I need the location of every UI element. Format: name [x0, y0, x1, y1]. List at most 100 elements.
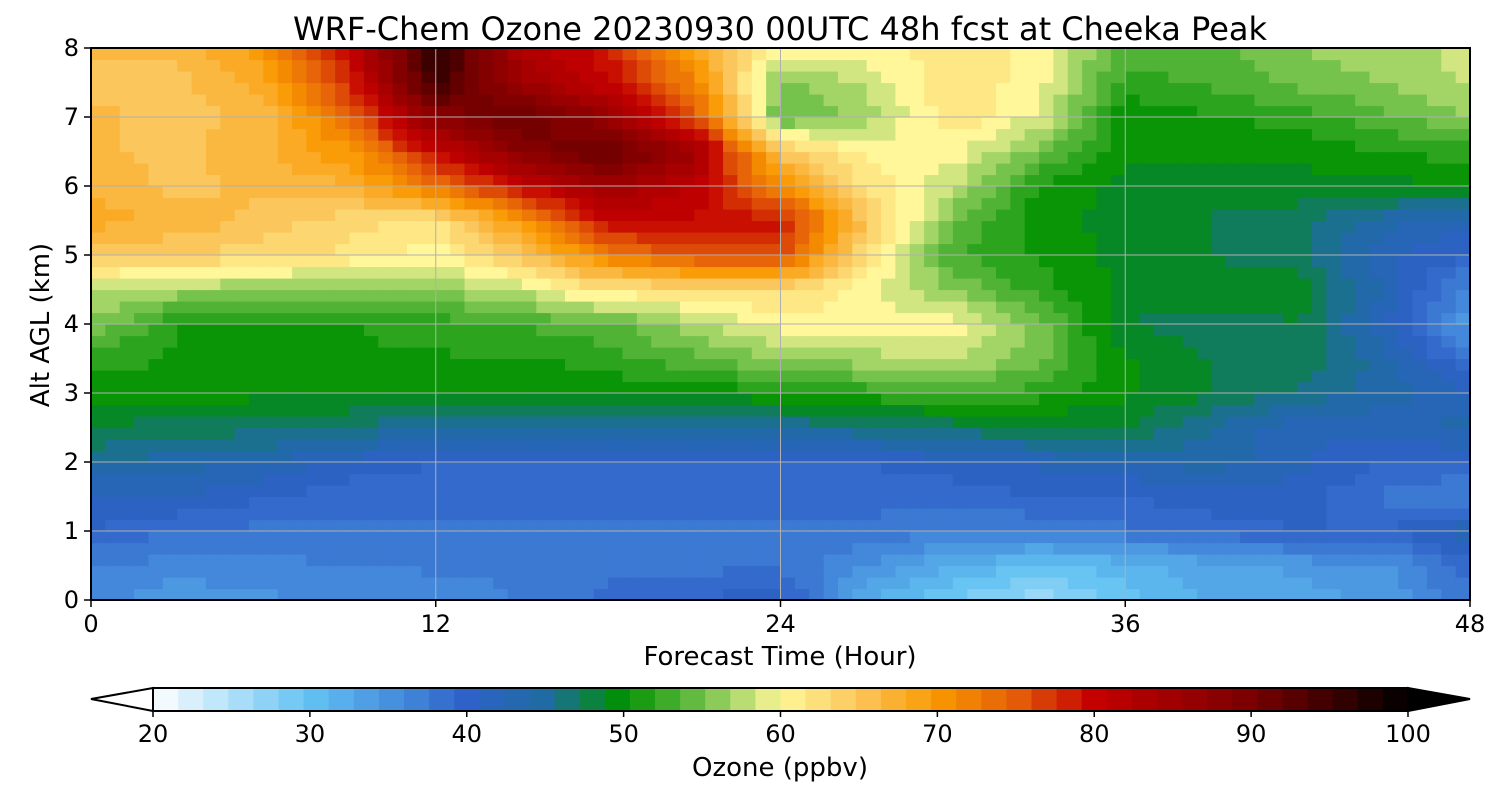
ozone-cell: [1268, 577, 1284, 590]
ozone-cell: [924, 496, 940, 509]
ozone-cell: [105, 427, 121, 440]
ozone-cell: [924, 335, 940, 348]
ozone-cell: [320, 358, 336, 371]
ozone-cell: [134, 519, 150, 532]
ozone-cell: [1268, 588, 1284, 601]
ozone-cell: [91, 163, 106, 176]
ozone-cell: [91, 59, 106, 72]
ozone-cell: [407, 519, 422, 532]
ozone-cell: [435, 220, 451, 233]
ozone-cell: [1412, 370, 1428, 383]
ozone-cell: [1067, 232, 1083, 245]
ozone-cell: [1010, 220, 1026, 233]
ozone-cell: [1412, 301, 1428, 314]
ozone-cell: [478, 554, 494, 567]
ozone-cell: [837, 232, 853, 245]
ozone-cell: [794, 439, 810, 452]
ozone-cell: [952, 370, 968, 383]
ozone-cell: [1455, 48, 1471, 61]
ozone-cell: [766, 128, 782, 141]
ozone-cell: [1125, 577, 1141, 590]
ozone-cell: [464, 94, 480, 107]
ozone-cell: [1383, 289, 1399, 302]
ozone-cell: [1125, 427, 1141, 440]
ozone-cell: [392, 232, 408, 245]
ozone-cell: [205, 542, 221, 555]
ozone-cell: [493, 289, 509, 302]
ozone-cell: [895, 427, 911, 440]
ozone-cell: [823, 140, 839, 153]
ozone-cell: [349, 393, 365, 406]
ozone-cell: [708, 163, 724, 176]
ozone-cell: [1168, 347, 1184, 360]
ozone-cell: [162, 163, 178, 176]
ozone-cell: [1283, 117, 1299, 130]
ozone-cell: [852, 450, 868, 463]
ozone-cell: [837, 71, 853, 84]
ozone-cell: [723, 312, 738, 325]
ozone-cell: [349, 174, 365, 187]
ozone-cell: [723, 358, 738, 371]
ozone-cell: [1240, 186, 1256, 199]
colorbar-segment: [1282, 688, 1309, 711]
ozone-cell: [378, 59, 394, 72]
ozone-cell: [895, 554, 911, 567]
colorbar-segment: [1332, 688, 1359, 711]
ozone-cell: [134, 82, 150, 95]
ozone-cell: [1311, 266, 1327, 279]
ozone-cell: [636, 71, 652, 84]
ozone-cell: [1297, 94, 1313, 107]
ozone-cell: [938, 140, 954, 153]
ozone-cell: [1211, 531, 1227, 544]
ozone-cell: [881, 404, 897, 417]
ozone-cell: [909, 232, 925, 245]
y-tick-label: 7: [64, 103, 79, 131]
ozone-cell: [967, 128, 983, 141]
ozone-cell: [1211, 450, 1227, 463]
ozone-cell: [249, 358, 264, 371]
ozone-cell: [924, 243, 940, 256]
ozone-cell: [881, 82, 897, 95]
ozone-cell: [809, 243, 825, 256]
ozone-cell: [636, 496, 652, 509]
ozone-cell: [1067, 358, 1083, 371]
ozone-cell: [593, 151, 609, 164]
ozone-cell: [1254, 404, 1270, 417]
ozone-cell: [550, 59, 566, 72]
ozone-cell: [665, 289, 681, 302]
ozone-cell: [794, 381, 810, 394]
ozone-cell: [565, 255, 580, 268]
ozone-cell: [1139, 485, 1155, 498]
ozone-cell: [622, 370, 638, 383]
ozone-cell: [981, 278, 997, 291]
ozone-cell: [694, 393, 710, 406]
ozone-cell: [866, 577, 882, 590]
ozone-cell: [91, 531, 106, 544]
ozone-cell: [565, 393, 580, 406]
ozone-cell: [105, 266, 121, 279]
ozone-cell: [550, 588, 566, 601]
ozone-cell: [134, 565, 150, 578]
ozone-cell: [536, 266, 552, 279]
ozone-cell: [593, 140, 609, 153]
ozone-cell: [1067, 347, 1083, 360]
ozone-cell: [450, 266, 466, 279]
ozone-cell: [392, 151, 408, 164]
ozone-cell: [593, 554, 609, 567]
ozone-cell: [1311, 519, 1327, 532]
ozone-cell: [823, 209, 839, 222]
ozone-cell: [421, 577, 437, 590]
ozone-cell: [220, 140, 236, 153]
ozone-cell: [148, 450, 164, 463]
ozone-cell: [708, 381, 724, 394]
ozone-cell: [550, 128, 566, 141]
ozone-cell: [881, 312, 897, 325]
ozone-cell: [1268, 186, 1284, 199]
ozone-cell: [952, 542, 968, 555]
ozone-cell: [378, 427, 394, 440]
ozone-cell: [435, 462, 451, 475]
ozone-cell: [1211, 381, 1227, 394]
ozone-cell: [1311, 427, 1327, 440]
ozone-cell: [91, 232, 106, 245]
ozone-cell: [1053, 94, 1069, 107]
